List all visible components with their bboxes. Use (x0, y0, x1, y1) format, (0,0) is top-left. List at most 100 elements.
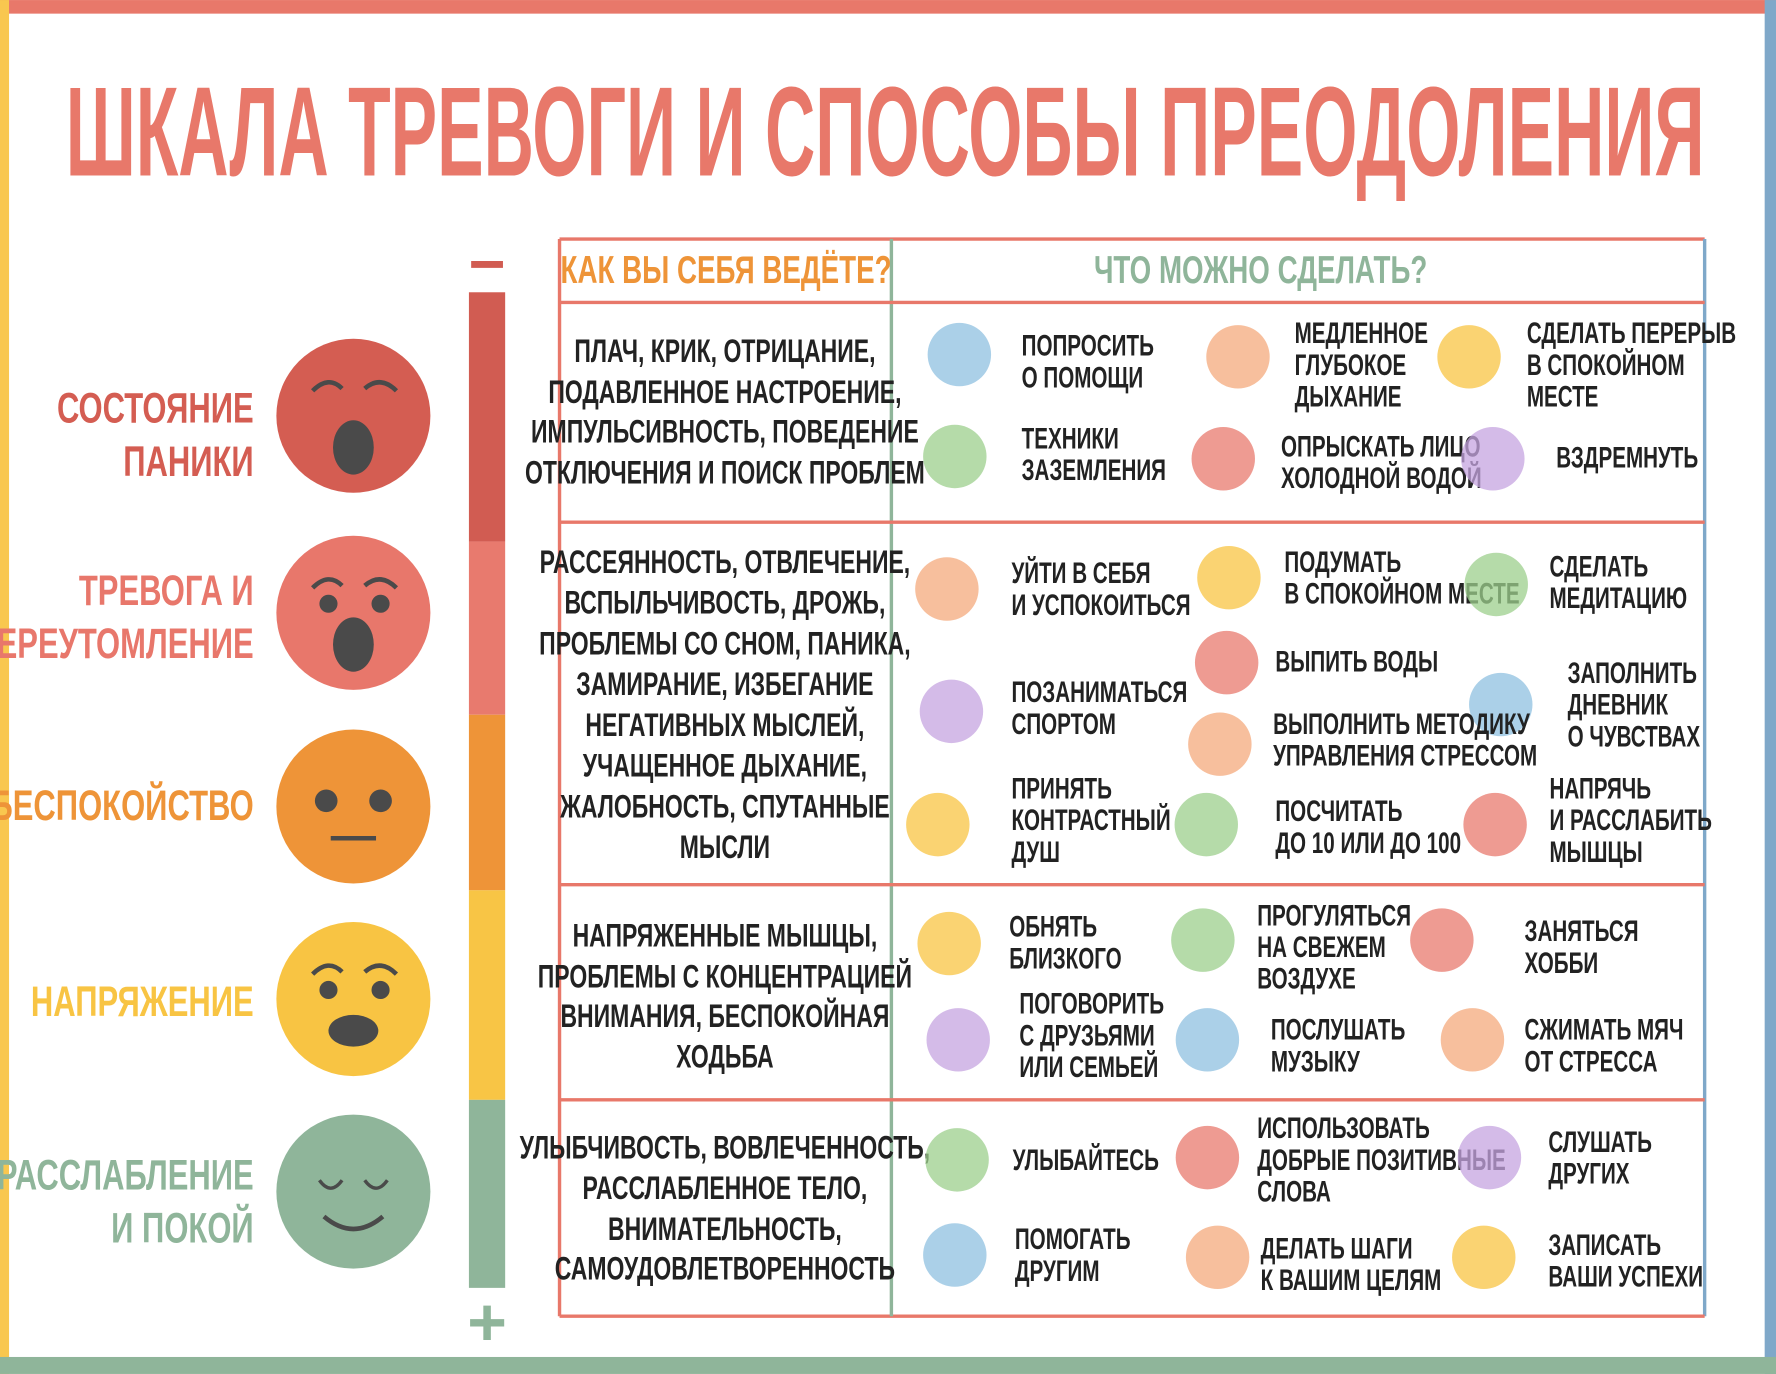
action-text: НА СВЕЖЕМ (1257, 932, 1386, 964)
action-text: ПРОГУЛЯТЬСЯ (1257, 900, 1411, 932)
action-text: НАПРЯЧЬ (1549, 773, 1651, 805)
face-mouth (333, 420, 374, 475)
action-text: ЗАНЯТЬСЯ (1525, 916, 1639, 948)
face-mouth (322, 1214, 385, 1232)
action-text: ВЫПОЛНИТЬ МЕТОДИКУ (1273, 708, 1531, 740)
action-text: ЗАЗЕМЛЕНИЯ (1022, 455, 1166, 487)
action-text: ВЫПИТЬ ВОДЫ (1275, 646, 1438, 678)
action-text: ДЕЛАТЬ ШАГИ (1261, 1233, 1413, 1265)
scale-segment (468, 1099, 506, 1288)
action-text: УЙТИ В СЕБЯ (1011, 555, 1150, 590)
behavior-text: РАССЕЯННОСТЬ, ОТВЛЕЧЕНИЕ, (540, 544, 911, 581)
action-text: ПРИНЯТЬ (1011, 773, 1111, 805)
action-text: ПОСЧИТАТЬ (1275, 796, 1402, 828)
action-text: В СПОКОЙНОМ (1527, 347, 1685, 382)
action-text: УЛЫБАЙТЕСЬ (1013, 1142, 1159, 1177)
behavior-text: ВСПЫЛЬЧИВОСТЬ, ДРОЖЬ, (564, 585, 885, 622)
scale-segment (468, 292, 506, 542)
scale-segment (468, 541, 506, 715)
action-icon (923, 424, 987, 489)
action-text: КОНТРАСТНЫЙ (1011, 802, 1170, 837)
top-bar (0, 0, 1776, 14)
behavior-text: ХОДЬБА (676, 1039, 773, 1076)
action-text: О ЧУВСТВАХ (1568, 721, 1701, 753)
action-text: ПОСЛУШАТЬ (1271, 1014, 1405, 1046)
behavior-text: РАССЛАБЛЕННОЕ ТЕЛО, (583, 1170, 868, 1207)
action-icon (1175, 1008, 1240, 1072)
face (276, 1114, 431, 1269)
action-text: ДРУГИХ (1548, 1158, 1629, 1190)
face (276, 338, 431, 493)
behavior-text: УЧАЩЕННОЕ ДЫХАНИЕ, (583, 748, 867, 785)
behavior-text: НЕГАТИВНЫХ МЫСЛЕЙ, (585, 707, 864, 744)
action-text: ЗАПИСАТЬ (1548, 1229, 1661, 1261)
action-text: МУЗЫКУ (1271, 1046, 1361, 1078)
action-text: ПОГОВОРИТЬ (1019, 988, 1164, 1020)
level-label: СОСТОЯНИЕ (57, 384, 254, 432)
face-eye (319, 980, 338, 1000)
level-label: НАПРЯЖЕНИЕ (31, 977, 254, 1025)
behavior-text: ВНИМАНИЯ, БЕСПОКОЙНАЯ (560, 998, 889, 1035)
action-icon (915, 557, 979, 621)
action-text: СДЕЛАТЬ (1549, 551, 1648, 583)
title: ШКАЛА ТРЕВОГИ И СПОСОБЫ ПРЕОДОЛЕНИЯ (66, 61, 1705, 203)
face (276, 729, 431, 884)
action-text: ВОЗДУХЕ (1257, 963, 1356, 995)
behavior-text: ПОДАВЛЕННОЕ НАСТРОЕНИЕ, (548, 374, 901, 411)
action-text: ОПРЫСКАТЬ ЛИЦО (1281, 431, 1481, 463)
action-text: ДО 10 ИЛИ ДО 100 (1275, 827, 1461, 859)
action-icon (1463, 792, 1527, 857)
action-text: МЕСТЕ (1527, 381, 1599, 413)
level-label: РАССЛАБЛЕНИЕ (0, 1150, 254, 1198)
face-brows (311, 963, 399, 976)
action-text: УПРАВЛЕНИЯ СТРЕССОМ (1273, 740, 1537, 772)
left-strip (0, 0, 10, 1374)
face-brows (311, 380, 399, 393)
action-icon (1206, 325, 1270, 389)
face-brows (311, 577, 399, 590)
action-icon (1437, 325, 1501, 389)
action-text: ХОББИ (1525, 947, 1599, 979)
face-eye (371, 980, 390, 1000)
action-icon (1461, 427, 1525, 491)
face-mouth (328, 1014, 379, 1047)
behavior-text: УЛЫБЧИВОСТЬ, ВОВЛЕЧЕННОСТЬ, (520, 1129, 931, 1166)
face-eye (314, 789, 338, 813)
action-text: МЕДИТАЦИЮ (1549, 583, 1687, 615)
level-label: ТРЕВОГА И (79, 566, 254, 614)
behavior-text: ПРОБЛЕМЫ СО СНОМ, ПАНИКА, (539, 625, 910, 662)
scale-minus: − (469, 229, 506, 299)
action-icon (1197, 545, 1261, 610)
bottom-bar (0, 1356, 1776, 1374)
action-text: ТЕХНИКИ (1022, 423, 1119, 455)
behavior-text: САМОУДОВЛЕТВОРЕННОСТЬ (555, 1251, 895, 1288)
behavior-text: ПРОБЛЕМЫ С КОНЦЕНТРАЦИЕЙ (538, 958, 912, 995)
right-strip (1764, 0, 1776, 1374)
action-icon (927, 322, 992, 387)
action-text: ВЗДРЕМНУТЬ (1556, 442, 1698, 474)
action-text: БЛИЗКОГО (1009, 943, 1122, 975)
action-icon (1464, 552, 1528, 617)
action-text: СЛУШАТЬ (1548, 1126, 1652, 1158)
face-eye (369, 789, 392, 813)
action-text: О ПОМОЩИ (1022, 362, 1144, 394)
action-text: ДЫХАНИЕ (1295, 381, 1402, 413)
behavior-text: ПЛАЧ, КРИК, ОТРИЦАНИЕ, (574, 333, 875, 370)
action-text: С ДРУЗЬЯМИ (1019, 1020, 1154, 1052)
scale-segment (468, 890, 506, 1100)
action-text: ГЛУБОКОЕ (1295, 349, 1407, 381)
action-text: И УСПОКОИТЬСЯ (1011, 589, 1190, 621)
action-icon (917, 911, 981, 976)
action-text: СЖИМАТЬ МЯЧ (1525, 1014, 1684, 1046)
action-text: ПОМОГАТЬ (1015, 1224, 1131, 1256)
action-text: СЛОВА (1257, 1176, 1331, 1208)
action-text: МЫШЦЫ (1549, 836, 1642, 868)
face-eye (319, 594, 338, 613)
behavior-text: НАПРЯЖЕННЫЕ МЫШЦЫ, (573, 918, 878, 955)
action-icon (1469, 672, 1533, 737)
action-text: ДУШ (1011, 836, 1059, 868)
action-text: ПОПРОСИТЬ (1022, 330, 1154, 362)
behavior-text: ОТКЛЮЧЕНИЯ И ПОИСК ПРОБЛЕМ (525, 454, 925, 491)
